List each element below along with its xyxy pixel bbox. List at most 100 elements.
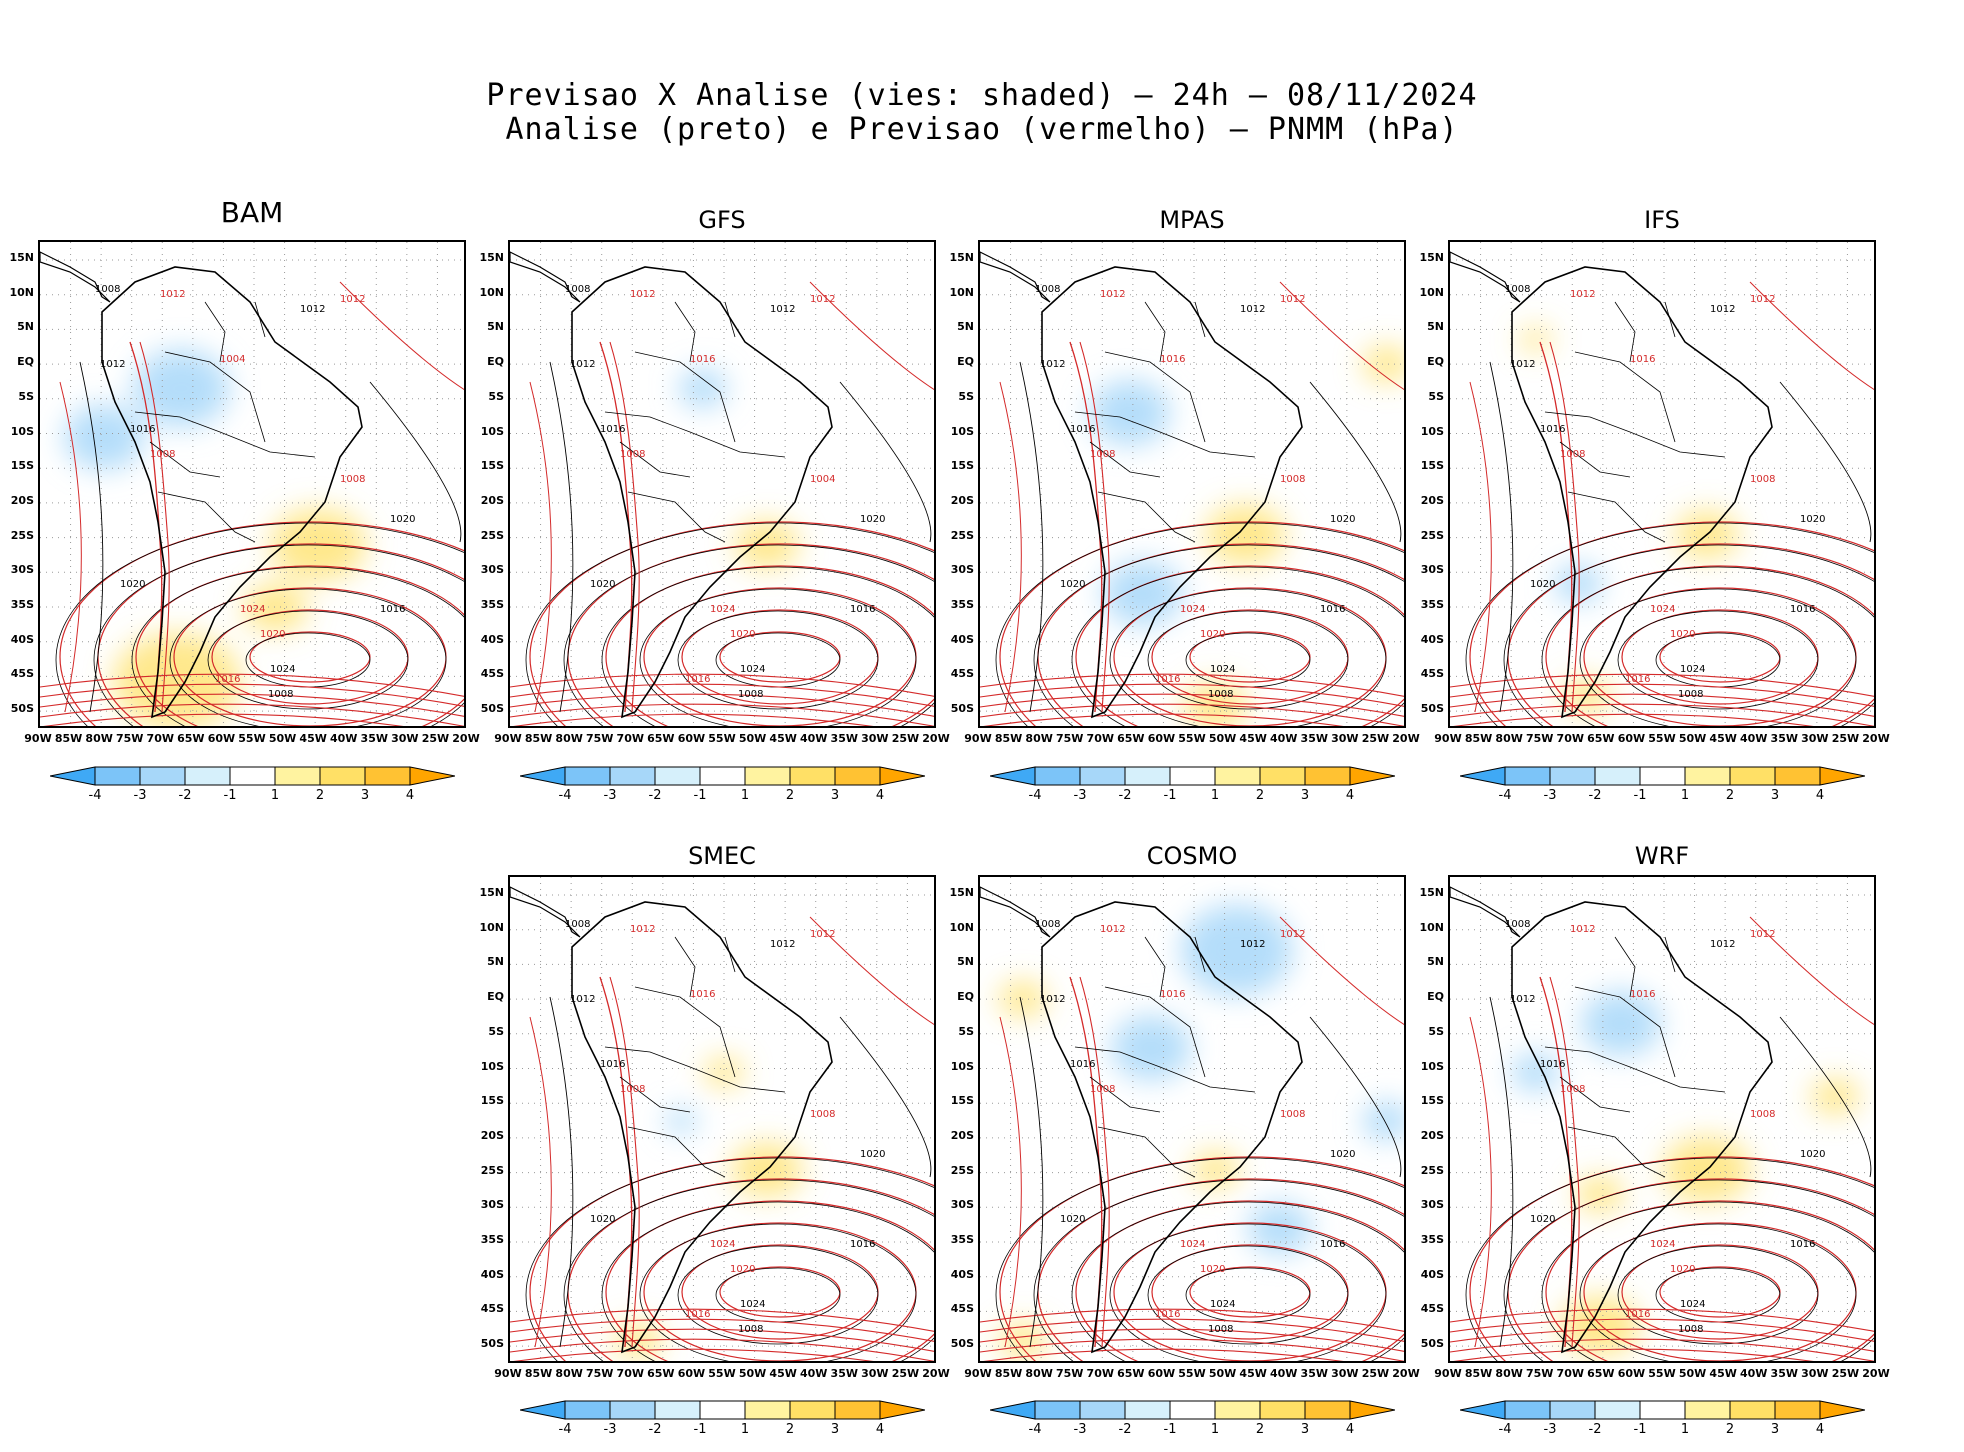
colorbar-right-arrow [1349,1400,1395,1420]
analysis-isobar [207,610,409,710]
analysis-isobar [549,996,574,1348]
map-frame[interactable]: 1008 1012 1012 1016 1020 1020 1024 1008 1016 1012… [508,875,936,1363]
map-frame[interactable]: 1008 1012 1012 1016 1020 1020 1024 1008 1016 1012… [1448,240,1876,728]
country-border [1194,301,1206,338]
lat-label: EQ [487,355,504,369]
analysis-isobar [601,566,934,726]
country-border [1144,936,1166,998]
lat-label: 50S [950,702,974,716]
colorbar-tick-label: 3 [1300,1422,1310,1437]
colorbar-segment [184,766,231,786]
map-panel-mpas: 15N 10N 5N EQ 5S 10S 15S 20S 25S 30S 35S 40S 45S 50S 9… [949,240,1420,745]
lat-label: 45S [950,1302,974,1316]
analysis-isobar [1503,544,1874,726]
map-frame[interactable]: 1008 1012 1012 1016 1020 1020 1024 1008 1016 1012… [38,240,466,728]
forecast-isobar [529,1016,552,1348]
country-border [724,301,736,338]
colorbar-tick-label: -3 [603,788,617,803]
lon-label: 50W [1678,1367,1707,1380]
colorbar-tick-label: -3 [1543,788,1557,803]
lat-label: 15N [479,886,504,899]
lon-label: 30W [1331,1367,1359,1380]
analysis-isobar [677,610,879,710]
analysis-isobar-label: 1020 [1060,579,1085,590]
lat-label: 15N [9,251,34,264]
analysis-isobar-label: 1020 [860,1149,885,1160]
graticule [1450,242,1874,726]
forecast-isobar [1450,1318,1874,1342]
lat-label: 10N [949,285,974,299]
colorbar-segment [789,1400,836,1420]
positive-bias-area [1362,346,1404,382]
lat-label: 35S [1420,598,1444,611]
forecast-isobar [1450,673,1874,697]
analysis-isobar-label: 1020 [590,579,615,590]
lon-label: 90W [1434,1367,1462,1380]
country-border [1574,351,1676,443]
colorbar-tick-label: 1 [740,1422,750,1437]
lat-label: 5S [488,389,504,403]
lon-label: 65W [1117,732,1145,745]
colorbar-tick-label: 2 [785,788,795,803]
country-border [634,986,736,1078]
analysis-isobar [715,1267,841,1323]
lon-label: 50W [738,732,767,745]
forecast-isobar [980,673,1404,697]
colorbar-tick-label: -3 [1073,1422,1087,1437]
lat-label: 15S [1420,459,1444,473]
lon-label: 50W [1208,732,1237,745]
analysis-isobar-label: 1008 [1208,689,1233,700]
lat-label: 30S [480,1198,504,1212]
bias-shading [1089,346,1404,726]
forecast-isobar [1279,281,1404,391]
lon-label: 90W [1434,732,1462,745]
country-border [619,1076,691,1113]
central-america-coastline [980,886,1051,938]
analysis-isobar-label: 1008 [1035,284,1060,295]
colorbar-segment [834,766,881,786]
map-frame[interactable]: 1008 1012 1012 1016 1020 1020 1024 1008 1016 1012… [978,875,1406,1363]
map-panel-ifs: 15N 10N 5N EQ 5S 10S 15S 20S 25S 30S 35S 40S 45S 50S 9… [1419,240,1890,745]
colorbar-segment [699,1400,746,1420]
forecast-isobar [510,1328,934,1352]
colorbar-segment [1169,766,1216,786]
map-frame[interactable]: 1008 1012 1012 1016 1020 1020 1024 1008 1016 1012… [1448,875,1876,1363]
forecast-isobar-label: 1016 [1155,1309,1180,1320]
forecast-isobar [681,1244,879,1340]
colorbar-segment [1684,1400,1731,1420]
isobars [980,916,1404,1361]
analysis-isobar-label: 1012 [1510,994,1535,1005]
forecast-isobar-label: 1008 [620,449,645,460]
lon-label: 80W [1025,732,1053,745]
forecast-isobar-label: 1012 [160,289,185,300]
analysis-isobar [1185,1267,1311,1323]
forecast-isobar-label: 1012 [630,924,655,935]
forecast-isobar [681,609,879,705]
lat-label: 5S [958,389,974,403]
negative-bias-area [133,349,230,428]
lon-label: 20W [452,732,480,745]
map-panel-wrf: 15N 10N 5N EQ 5S 10S 15S 20S 25S 30S 35S 40S 45S 50S 9… [1419,875,1890,1380]
forecast-isobar-label: 1020 [1200,1264,1225,1275]
forecast-isobar-label: 1012 [810,929,835,940]
country-border [1664,301,1676,338]
colorbar-tick-label: -4 [558,788,572,803]
lon-label: 80W [555,732,583,745]
forecast-isobar [980,703,1404,726]
negative-bias-area [1089,380,1170,446]
coastlines [40,251,363,719]
analysis-isobar-label: 1008 [738,1324,763,1335]
colorbar-tick-label: -1 [1633,1422,1647,1437]
map-frame[interactable]: 1008 1012 1012 1016 1020 1020 1024 1008 1016 1012… [508,240,936,728]
colorbar-tick-label: -1 [1163,1422,1177,1437]
colorbar-right-arrow [1349,766,1395,786]
analysis-isobar [131,566,464,726]
forecast-isobar-label: 1016 [1160,354,1185,365]
lon-label: 55W [1178,1367,1206,1380]
analysis-isobar-label: 1016 [1540,424,1565,435]
lon-label: 40W [1269,1367,1298,1380]
lon-label: 80W [555,1367,583,1380]
country-border [604,411,786,458]
forecast-isobar [1545,565,1874,726]
map-frame[interactable]: 1008 1012 1012 1016 1020 1020 1024 1008 1016 1012… [978,240,1406,728]
